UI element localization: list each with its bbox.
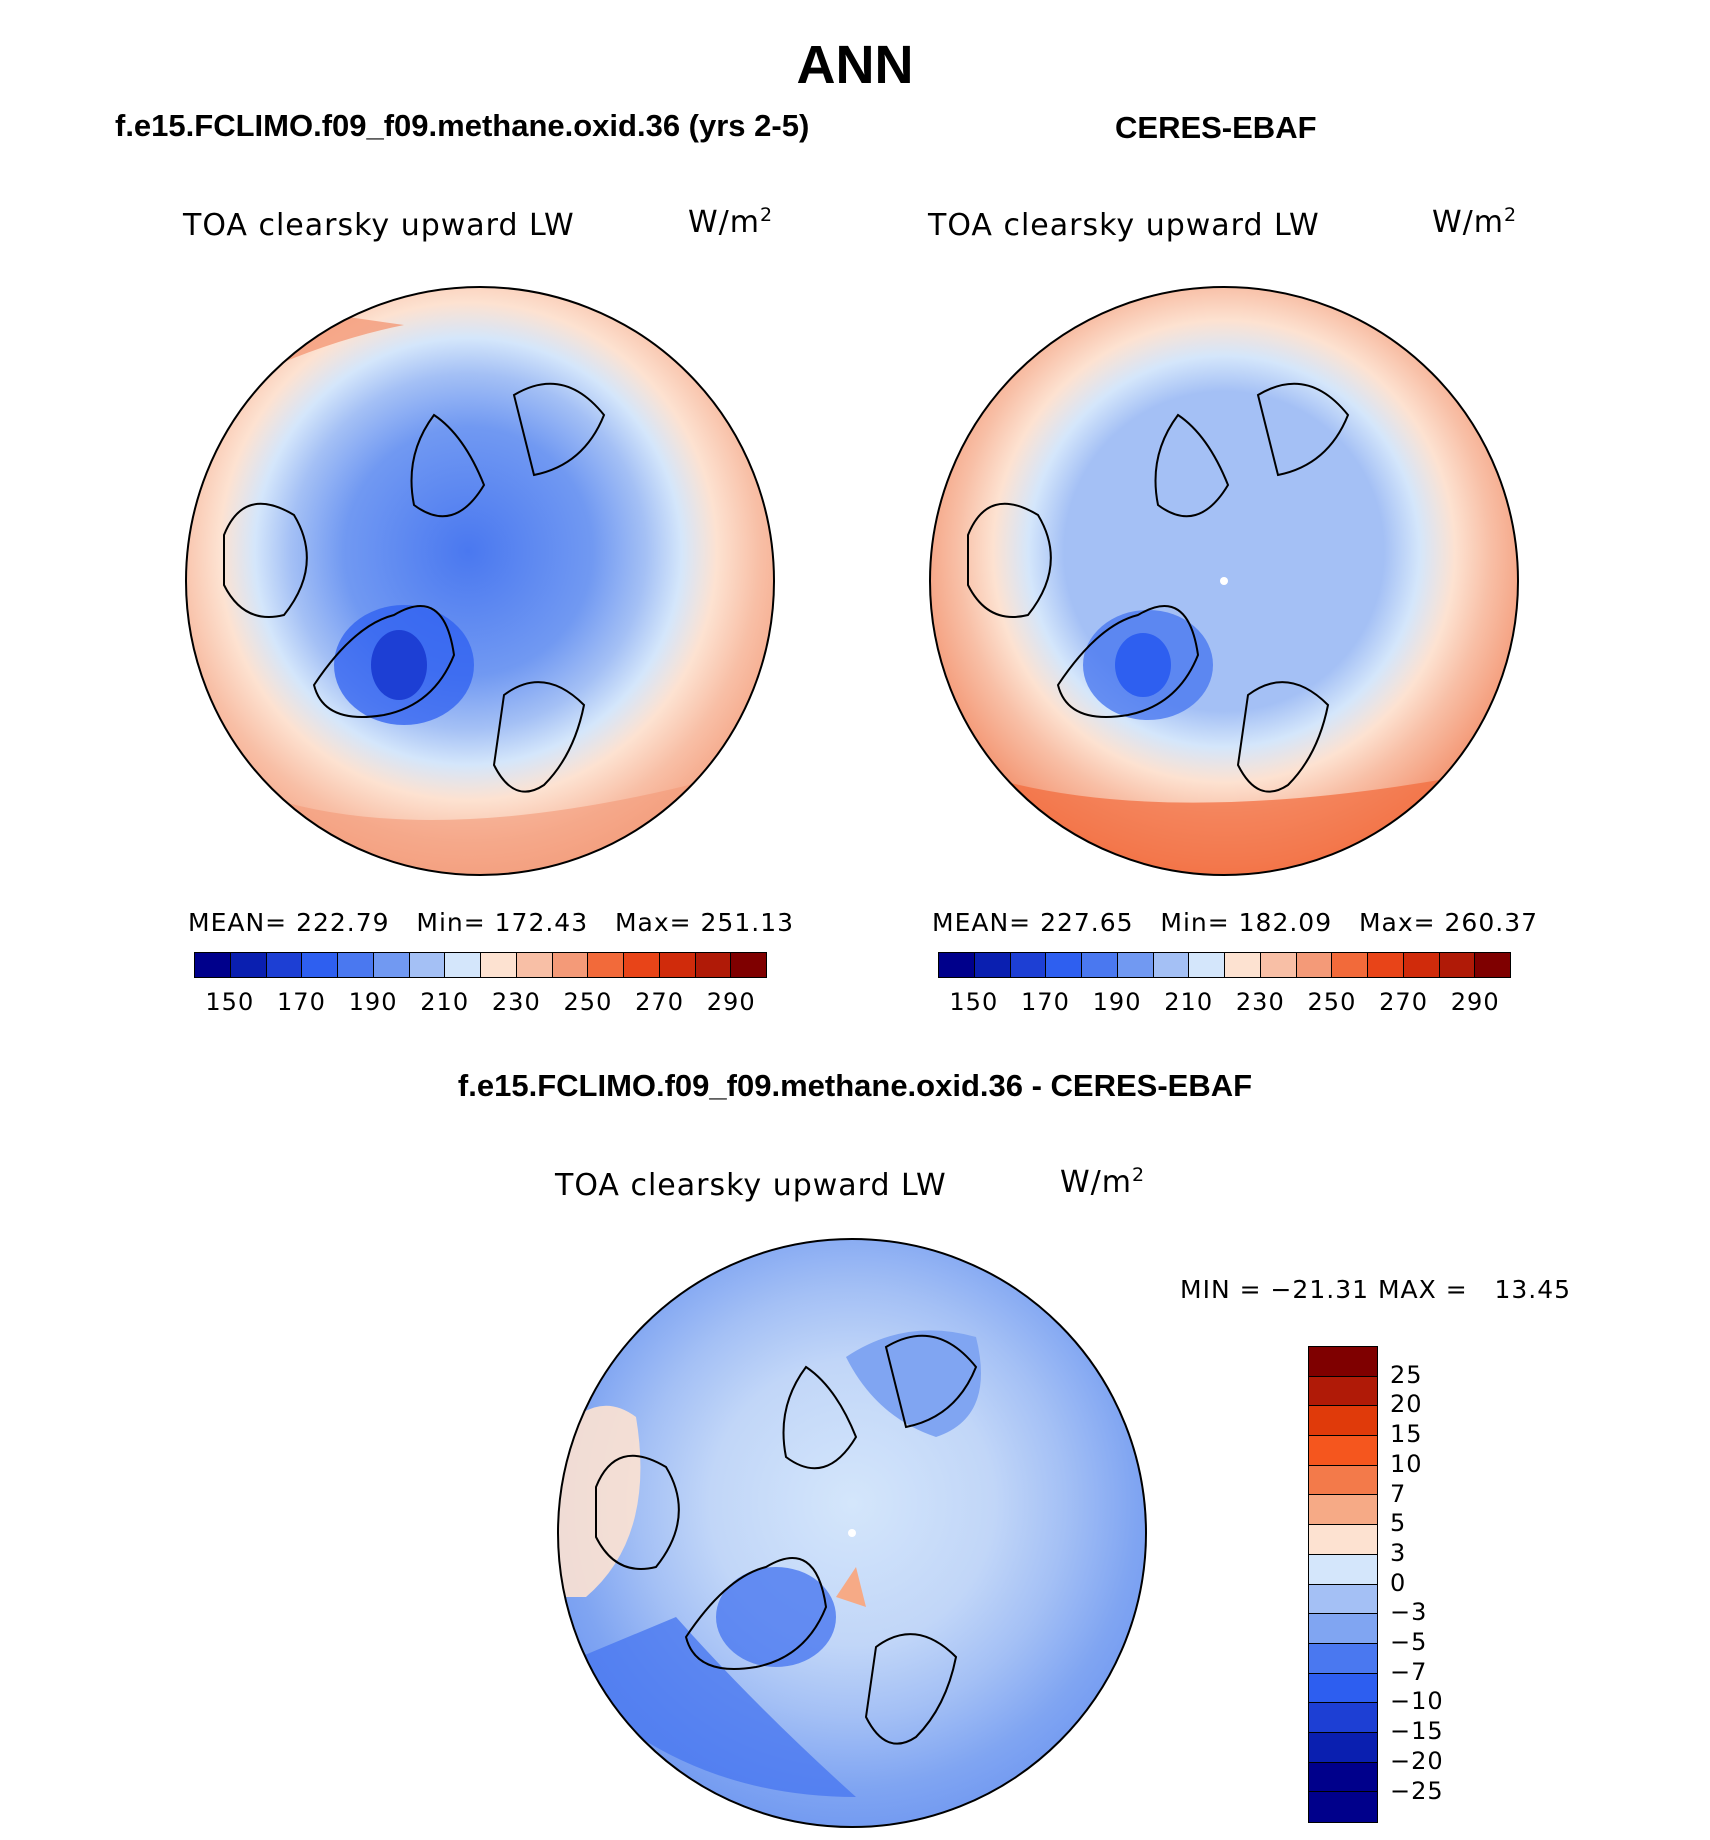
obs-panel-title: CERES-EBAF [1115, 110, 1317, 145]
diff-polar-map [557, 1238, 1147, 1828]
obs-colorbar-tick-label: 150 [949, 988, 999, 1016]
model-stats: MEAN= 222.79 Min= 172.43 Max= 251.13 [188, 908, 795, 937]
model-colorbar-box [230, 953, 267, 977]
model-panel-title: f.e15.FCLIMO.f09_f09.methane.oxid.36 (yr… [115, 108, 810, 143]
diff-colorbar-box [1309, 1525, 1377, 1555]
diff-panel-title: f.e15.FCLIMO.f09_f09.methane.oxid.36 - C… [457, 1068, 1253, 1103]
diff-colorbar [1308, 1346, 1378, 1823]
obs-units-label: W/m2 [1432, 204, 1518, 240]
obs-colorbar-box [1153, 953, 1190, 977]
model-colorbar-tick-label: 250 [563, 988, 613, 1016]
diff-colorbar-tick-label: −3 [1390, 1598, 1428, 1627]
diff-colorbar-tick-label: 0 [1390, 1568, 1407, 1597]
obs-stats: MEAN= 227.65 Min= 182.09 Max= 260.37 [932, 908, 1539, 937]
obs-variable-label: TOA clearsky upward LW [928, 208, 1320, 243]
diff-colorbar-tick-label: −20 [1390, 1746, 1444, 1775]
obs-colorbar-box [1332, 953, 1368, 977]
diff-colorbar-box [1309, 1673, 1377, 1704]
main-title: ANN [796, 35, 914, 95]
obs-colorbar-box [1117, 953, 1154, 977]
obs-colorbar-tick-label: 210 [1164, 988, 1214, 1016]
model-colorbar-box [695, 953, 732, 977]
diff-colorbar-box [1309, 1584, 1377, 1615]
obs-colorbar-box [1439, 953, 1476, 977]
diff-colorbar-box [1309, 1762, 1377, 1793]
model-units-label: W/m2 [688, 204, 774, 240]
model-colorbar-box [338, 953, 374, 977]
obs-colorbar-box [1403, 953, 1440, 977]
model-colorbar-box [516, 953, 553, 977]
diff-colorbar-tick-label: −25 [1390, 1776, 1444, 1805]
obs-colorbar-box [1046, 953, 1082, 977]
model-colorbar-box [302, 953, 338, 977]
model-colorbar-tick-label: 230 [491, 988, 541, 1016]
diff-colorbar-tick-label: 25 [1390, 1360, 1423, 1389]
diff-colorbar-box [1309, 1495, 1377, 1526]
diff-units-label: W/m2 [1060, 1164, 1146, 1200]
obs-colorbar-box [939, 953, 975, 977]
obs-colorbar-box [1010, 953, 1047, 977]
model-colorbar-box [624, 953, 660, 977]
model-colorbar-tick-label: 170 [277, 988, 326, 1016]
model-polar-map [185, 286, 775, 876]
obs-colorbar-tick-label: 170 [1021, 988, 1070, 1016]
obs-colorbar-tick-label: 190 [1092, 988, 1142, 1016]
diff-stats: MIN = −21.31 MAX = 13.45 [1180, 1275, 1572, 1304]
diff-colorbar-box [1309, 1732, 1377, 1763]
obs-colorbar-tick-label: 290 [1450, 988, 1500, 1016]
diff-colorbar-box [1309, 1406, 1377, 1437]
diff-colorbar-tick-label: 15 [1390, 1420, 1423, 1449]
model-colorbar-box [552, 953, 589, 977]
model-variable-label: TOA clearsky upward LW [183, 208, 575, 243]
model-colorbar-box [731, 953, 766, 977]
diff-colorbar-tick-label: −5 [1390, 1628, 1428, 1656]
obs-colorbar-tick-label: 250 [1307, 988, 1357, 1016]
diff-colorbar-box [1309, 1643, 1377, 1674]
model-colorbar-tick-label: 290 [706, 988, 756, 1016]
model-colorbar-box [266, 953, 303, 977]
model-colorbar-box [373, 953, 410, 977]
model-colorbar-box [409, 953, 446, 977]
obs-colorbar-box [974, 953, 1011, 977]
obs-colorbar-box [1368, 953, 1404, 977]
obs-colorbar-box [1082, 953, 1118, 977]
model-colorbar-box [445, 953, 481, 977]
diff-variable-label: TOA clearsky upward LW [555, 1168, 947, 1203]
diff-colorbar-tick-label: 20 [1390, 1390, 1423, 1419]
model-colorbar-tick-label: 150 [205, 988, 255, 1016]
diff-colorbar-tick-label: −7 [1390, 1657, 1428, 1686]
diff-colorbar-box [1309, 1436, 1377, 1466]
model-colorbar-tick-label: 270 [635, 988, 684, 1016]
model-colorbar-box [588, 953, 624, 977]
obs-colorbar: 150 170 190 210 230 250 270 290 [938, 952, 1511, 1016]
diff-colorbar-box [1309, 1376, 1377, 1407]
diff-colorbar-box [1309, 1465, 1377, 1496]
diff-colorbar-box [1309, 1554, 1377, 1585]
diff-colorbar-tick-label: −10 [1390, 1687, 1444, 1716]
obs-colorbar-box [1475, 953, 1510, 977]
obs-colorbar-box [1296, 953, 1333, 977]
obs-colorbar-box [1225, 953, 1261, 977]
model-colorbar: 150 170 190 210 230 250 270 290 [194, 952, 767, 1016]
model-colorbar-box [481, 953, 517, 977]
obs-colorbar-tick-label: 270 [1379, 988, 1428, 1016]
diff-colorbar-tick-label: 5 [1390, 1509, 1407, 1538]
obs-colorbar-tick-label: 230 [1235, 988, 1285, 1016]
diff-colorbar-tick-label: 7 [1390, 1479, 1407, 1508]
diff-colorbar-tick-label: 10 [1390, 1449, 1423, 1478]
model-colorbar-tick-label: 190 [348, 988, 398, 1016]
diff-colorbar-box [1309, 1792, 1377, 1822]
model-colorbar-box [659, 953, 696, 977]
diff-colorbar-tick-label: 3 [1390, 1538, 1407, 1567]
diff-colorbar-box [1309, 1703, 1377, 1733]
obs-polar-map [929, 286, 1519, 876]
diff-colorbar-box [1309, 1347, 1377, 1377]
obs-colorbar-box [1260, 953, 1297, 977]
model-colorbar-tick-label: 210 [420, 988, 470, 1016]
obs-colorbar-box [1189, 953, 1225, 977]
diff-colorbar-tick-label: −15 [1390, 1717, 1444, 1746]
model-colorbar-box [195, 953, 231, 977]
diff-colorbar-box [1309, 1614, 1377, 1644]
